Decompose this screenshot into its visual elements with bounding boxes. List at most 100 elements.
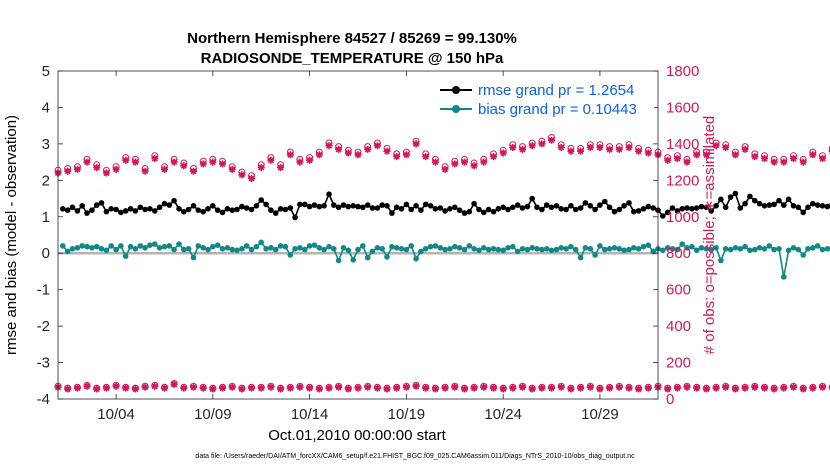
assimilated-count-glyph: [412, 140, 420, 148]
bias-point: [500, 247, 507, 254]
assimilated-count-point: [102, 169, 110, 177]
legend: rmse grand pr = 1.2654 bias grand pr = 0…: [418, 78, 654, 122]
bias-point: [268, 245, 274, 251]
assimilated-count-glyph: [112, 165, 120, 173]
assimilated-count-point: [480, 383, 488, 391]
rmse-point: [272, 210, 279, 216]
assimilated-count-point: [141, 383, 149, 391]
assimilated-count-point: [490, 153, 497, 161]
bias-point: [776, 246, 782, 252]
bias-point: [747, 247, 753, 254]
assimilated-count-glyph: [122, 384, 130, 392]
bias-point: [161, 243, 168, 250]
bias-point: [152, 241, 158, 247]
bias-point: [795, 246, 802, 253]
assimilated-count-glyph: [470, 384, 478, 392]
assimilated-count-point: [461, 158, 468, 166]
assimilated-count-glyph: [180, 162, 188, 170]
assimilated-count-point: [770, 158, 778, 166]
rmse-point: [418, 207, 424, 213]
rmse-point: [181, 208, 187, 215]
assimilated-count-glyph: [219, 160, 226, 168]
assimilated-count-point: [499, 149, 507, 157]
bias-point: [64, 248, 71, 255]
rmse-point: [703, 204, 710, 211]
bias-point: [790, 245, 797, 251]
bias-point: [819, 246, 826, 253]
bias-point: [89, 245, 95, 251]
assimilated-count-point: [809, 384, 817, 392]
bias-point: [408, 243, 415, 249]
assimilated-count-glyph: [480, 383, 488, 391]
assimilated-count-point: [731, 151, 739, 159]
bias-point: [190, 254, 197, 261]
bias-point: [282, 243, 289, 250]
assimilated-count-point: [722, 383, 730, 391]
assimilated-count-glyph: [819, 383, 826, 391]
assimilated-count-point: [664, 156, 672, 164]
rmse-point: [345, 203, 352, 210]
legend-rmse-marker: [452, 86, 460, 94]
assimilated-count-glyph: [383, 147, 391, 155]
assimilated-count-point: [819, 383, 826, 391]
assimilated-count-glyph: [519, 383, 526, 391]
assimilated-count-point: [296, 158, 304, 166]
bias-point: [732, 245, 739, 251]
bias-point: [345, 247, 352, 254]
y-left-tick-label: -3: [37, 355, 50, 372]
bias-point: [219, 246, 226, 252]
assimilated-count-point: [277, 385, 285, 393]
assimilated-count-glyph: [761, 384, 768, 392]
rmse-point: [64, 207, 71, 213]
rmse-point: [205, 206, 211, 212]
rmse-point: [147, 206, 153, 212]
assimilated-count-glyph: [209, 158, 217, 166]
assimilated-count-point: [93, 164, 101, 172]
rmse-point: [452, 204, 458, 211]
rmse-point: [127, 206, 134, 212]
bias-point: [476, 247, 482, 254]
assimilated-count-glyph: [151, 382, 159, 390]
rmse-point: [616, 206, 623, 213]
bias-point: [74, 245, 81, 251]
assimilated-count-glyph: [586, 144, 594, 151]
bias-point: [398, 246, 405, 252]
assimilated-count-glyph: [606, 384, 614, 392]
assimilated-count-glyph: [131, 158, 139, 166]
assimilated-count-glyph: [83, 158, 91, 166]
rmse-point: [243, 205, 250, 211]
rmse-point: [122, 208, 129, 214]
rmse-point: [156, 204, 163, 211]
rmse-point: [669, 205, 676, 211]
rmse-point: [389, 210, 395, 216]
bias-point: [539, 246, 545, 253]
assimilated-count-point: [315, 151, 323, 159]
assimilated-count-point: [209, 158, 217, 166]
assimilated-count-point: [238, 171, 246, 179]
assimilated-count-point: [64, 385, 72, 393]
rmse-point: [408, 206, 415, 213]
bias-point: [587, 246, 594, 252]
assimilated-count-point: [102, 384, 110, 392]
assimilated-count-glyph: [161, 165, 168, 173]
rmse-point: [234, 206, 240, 213]
assimilated-count-point: [625, 384, 633, 392]
rmse-point: [302, 201, 308, 208]
assimilated-count-point: [761, 155, 768, 162]
bias-point: [713, 245, 719, 251]
x-tick-label: 10/24: [484, 406, 522, 423]
bias-point: [360, 243, 366, 249]
assimilated-count-glyph: [93, 385, 101, 393]
rmse-point: [340, 202, 347, 208]
rmse-point: [331, 202, 337, 208]
assimilated-count-point: [112, 382, 120, 390]
assimilated-count-glyph: [277, 385, 285, 393]
bias-point: [616, 246, 623, 252]
assimilated-count-glyph: [548, 384, 555, 392]
bias-point: [350, 257, 357, 263]
assimilated-count-glyph: [441, 384, 449, 392]
rmse-point: [611, 208, 618, 215]
rmse-point: [577, 205, 584, 211]
assimilated-count-glyph: [286, 151, 294, 159]
assimilated-count-glyph: [693, 384, 701, 392]
